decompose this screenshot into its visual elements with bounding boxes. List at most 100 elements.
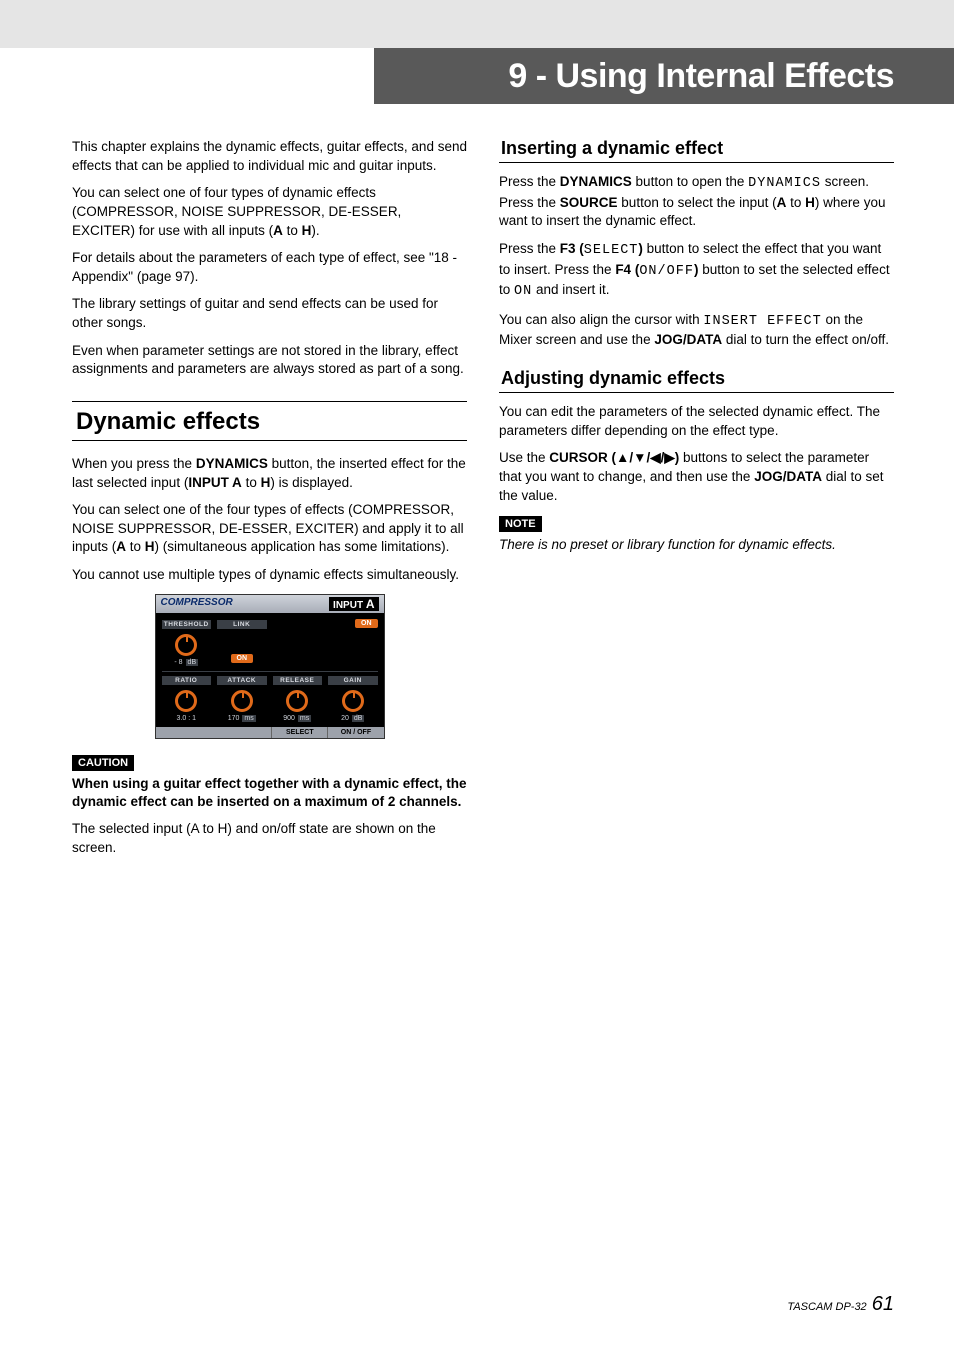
s1p1-a: Press the xyxy=(499,174,560,189)
cs-link-value-wrap: ON xyxy=(231,647,254,665)
content-columns: This chapter explains the dynamic effect… xyxy=(72,138,894,866)
cs-footer-spacer xyxy=(156,727,272,738)
s1p1-i: H xyxy=(805,195,815,210)
s1p1-lcd: DYNAMICS xyxy=(748,176,821,191)
dyn-paragraph-2: You can select one of the four types of … xyxy=(72,501,467,557)
cs-threshold-value: - 8 xyxy=(174,659,182,666)
cs-release-val: 900 ms xyxy=(283,715,311,722)
s2p2-a: Use the xyxy=(499,450,549,465)
left-column: This chapter explains the dynamic effect… xyxy=(72,138,467,866)
dyn-p2-d: H xyxy=(145,539,155,554)
intro-paragraph-3: For details about the parameters of each… xyxy=(72,249,467,286)
caution-text: When using a guitar effect together with… xyxy=(72,775,467,811)
chapter-title: 9 - Using Internal Effects xyxy=(508,57,894,96)
footer-product: TASCAM DP-32 xyxy=(787,1301,866,1313)
s2p2-e: JOG/DATA xyxy=(754,469,822,484)
s2p2-arrows: ▲/▼/◀/▶ xyxy=(616,450,675,465)
cs-ratio-label: RATIO xyxy=(162,676,212,685)
s1p2-e: F4 ( xyxy=(615,262,639,277)
cs-row-1: THRESHOLD - 8 dB LINK ON xyxy=(162,618,378,669)
note-label: NOTE xyxy=(499,516,542,532)
intro-paragraph-1: This chapter explains the dynamic effect… xyxy=(72,138,467,175)
intro-paragraph-2: You can select one of four types of dyna… xyxy=(72,184,467,240)
cs-release-label: RELEASE xyxy=(273,676,323,685)
knob-icon xyxy=(231,690,253,712)
s1-paragraph-2: Press the F3 (SELECT) button to select t… xyxy=(499,240,894,302)
cs-ratio-val: 3.0 : 1 xyxy=(177,715,196,722)
subsection-adjusting-block: Adjusting dynamic effects You can edit t… xyxy=(499,368,894,554)
knob-icon xyxy=(175,690,197,712)
cs-threshold-label: THRESHOLD xyxy=(162,620,212,629)
s1p1-c: button to open the xyxy=(632,174,748,189)
dyn-paragraph-3: You cannot use multiple types of dynamic… xyxy=(72,566,467,585)
cs-row-2: RATIO 3.0 : 1 ATTACK 170 ms xyxy=(162,674,378,725)
cs-header: COMPRESSOR INPUT A xyxy=(156,595,384,613)
page-footer: TASCAM DP-32 61 xyxy=(787,1293,894,1316)
cs-release-value: 900 xyxy=(283,715,295,722)
cs-divider xyxy=(162,671,378,672)
note-text: There is no preset or library function f… xyxy=(499,536,894,554)
cs-input: INPUT A xyxy=(329,597,378,611)
intro-2-H: H xyxy=(302,223,312,238)
s1p2-lcd: SELECT xyxy=(584,243,639,258)
s1p1-g: A xyxy=(777,195,787,210)
subsection-adjusting: Adjusting dynamic effects xyxy=(499,368,894,393)
s1p3-d: dial to turn the effect on/off. xyxy=(722,332,889,347)
s2p2-b: CURSOR ( xyxy=(549,450,616,465)
cs-threshold-val: - 8 dB xyxy=(174,659,198,666)
cs-link: LINK ON xyxy=(217,618,267,668)
s2-paragraph-1: You can edit the parameters of the selec… xyxy=(499,403,894,440)
cs-title: COMPRESSOR xyxy=(161,597,233,611)
intro-2-to: to xyxy=(283,223,302,238)
cs-gain-value: 20 xyxy=(341,715,349,722)
s1p1-b: DYNAMICS xyxy=(560,174,632,189)
cs-gain-unit: dB xyxy=(352,715,365,722)
cs-input-label: INPUT xyxy=(333,600,363,611)
cs-release-unit: ms xyxy=(298,715,311,722)
caution-block: CAUTION When using a guitar effect toget… xyxy=(72,753,467,811)
cs-footer: SELECT ON / OFF xyxy=(156,727,384,738)
cs-gain-val: 20 dB xyxy=(341,715,364,722)
s2-paragraph-2: Use the CURSOR (▲/▼/◀/▶) buttons to sele… xyxy=(499,449,894,505)
intro-2-A: A xyxy=(273,223,283,238)
cs-ratio: RATIO 3.0 : 1 xyxy=(162,674,212,725)
s1p3-c: JOG/DATA xyxy=(654,332,722,347)
s1p1-f: button to select the input ( xyxy=(618,195,777,210)
section-dynamic-effects: Dynamic effects xyxy=(72,401,467,441)
knob-icon xyxy=(175,634,197,656)
intro-paragraph-5: Even when parameter settings are not sto… xyxy=(72,342,467,379)
s1p2-lcd3: ON xyxy=(514,284,532,299)
cs-input-ch: A xyxy=(366,597,375,611)
cs-footer-select: SELECT xyxy=(271,727,327,738)
s1p2-h: and insert it. xyxy=(532,282,609,297)
cs-threshold: THRESHOLD - 8 dB xyxy=(162,618,212,669)
dyn-p2-c: to xyxy=(126,539,145,554)
caution-label: CAUTION xyxy=(72,755,134,771)
s1p2-b: F3 ( xyxy=(560,241,584,256)
dyn-p1-a: When you press the xyxy=(72,456,196,471)
footer-page-number: 61 xyxy=(872,1293,894,1315)
chapter-header-bar: 9 - Using Internal Effects xyxy=(374,48,954,104)
cs-ratio-value: 3.0 : 1 xyxy=(177,715,196,722)
cs-attack-unit: ms xyxy=(242,715,255,722)
subsection-inserting: Inserting a dynamic effect xyxy=(499,138,894,163)
cs-attack-value: 170 xyxy=(228,715,240,722)
note-block: NOTE There is no preset or library funct… xyxy=(499,514,894,554)
knob-icon xyxy=(342,690,364,712)
cs-link-label: LINK xyxy=(217,620,267,629)
right-column: Inserting a dynamic effect Press the DYN… xyxy=(499,138,894,866)
knob-icon xyxy=(286,690,308,712)
intro-paragraph-4: The library settings of guitar and send … xyxy=(72,295,467,332)
cs-release: RELEASE 900 ms xyxy=(273,674,323,725)
intro-2-tail: ). xyxy=(311,223,319,238)
s1p2-a: Press the xyxy=(499,241,560,256)
dyn-p2-b: A xyxy=(116,539,126,554)
dyn-p2-e: ) (simultaneous application has some lim… xyxy=(155,539,450,554)
cs-empty-2 xyxy=(328,618,378,623)
dyn-p1-g: ) is displayed. xyxy=(270,475,353,490)
dyn-p1-b: DYNAMICS xyxy=(196,456,268,471)
compressor-screenshot: COMPRESSOR INPUT A ON THRESHOLD - 8 xyxy=(155,594,385,739)
cs-gain: GAIN 20 dB xyxy=(328,674,378,725)
cs-body: ON THRESHOLD - 8 dB LINK ON xyxy=(156,613,384,727)
cs-threshold-unit: dB xyxy=(186,659,199,666)
